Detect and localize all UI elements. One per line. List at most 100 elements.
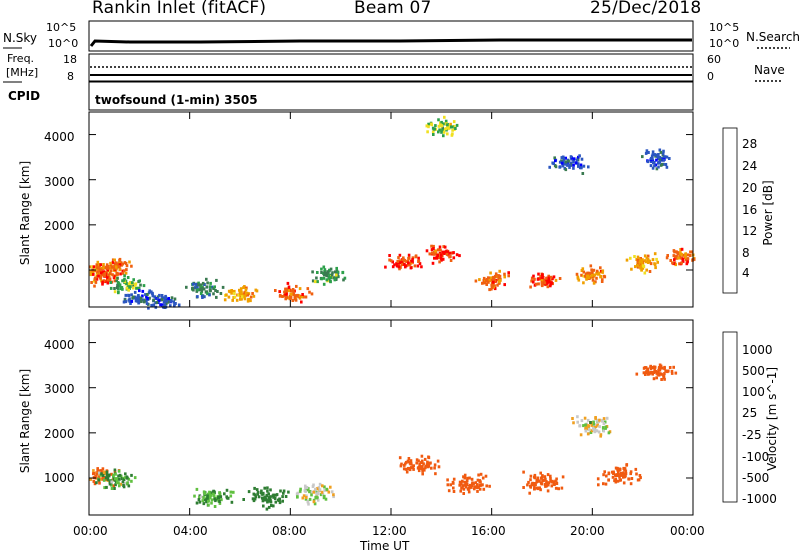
power-cell bbox=[492, 283, 495, 287]
nave-label: Nave bbox=[754, 63, 785, 77]
velocity-cell bbox=[670, 369, 674, 373]
power-cell bbox=[441, 122, 445, 126]
velocity-cell bbox=[604, 482, 608, 486]
velocity-cell bbox=[312, 500, 316, 504]
power-cell bbox=[486, 276, 490, 280]
power-cell bbox=[202, 287, 206, 291]
velocity-cell bbox=[220, 498, 223, 502]
power-cell bbox=[164, 294, 167, 298]
velocity-cell bbox=[547, 483, 550, 487]
power-cell bbox=[170, 296, 174, 300]
power-cell bbox=[645, 256, 649, 260]
power-cell bbox=[108, 274, 111, 278]
velocity-cell bbox=[208, 490, 211, 494]
velocity-cell bbox=[522, 486, 525, 489]
power-cell bbox=[403, 258, 407, 262]
power-cell bbox=[243, 295, 246, 299]
power-cell bbox=[165, 298, 169, 301]
power-cell bbox=[567, 159, 570, 163]
velocity-cell bbox=[584, 429, 588, 433]
velocity-cell bbox=[614, 477, 617, 481]
power-cell bbox=[90, 281, 93, 284]
power-cell bbox=[643, 254, 647, 258]
power-cell bbox=[140, 300, 143, 303]
velocity-cell bbox=[623, 467, 627, 471]
power-cell bbox=[452, 120, 456, 124]
velocity-cell bbox=[470, 484, 474, 487]
velocity-cell bbox=[427, 456, 431, 460]
power-cell bbox=[203, 295, 206, 299]
velocity-cell bbox=[98, 471, 101, 475]
velocity-cell bbox=[198, 500, 202, 504]
power-cell bbox=[113, 275, 117, 279]
power-cell bbox=[316, 280, 319, 284]
power-cell bbox=[311, 279, 315, 283]
power-cell bbox=[97, 263, 101, 267]
power-cell bbox=[316, 271, 319, 274]
velocity-cell bbox=[458, 483, 461, 487]
velocity-cell bbox=[468, 484, 471, 488]
power-cell bbox=[173, 297, 177, 301]
power-cell bbox=[680, 261, 683, 265]
power-cell bbox=[442, 245, 445, 249]
power-cell bbox=[644, 151, 648, 155]
power-cell bbox=[206, 292, 209, 296]
power-cell bbox=[481, 281, 484, 285]
power-cell bbox=[327, 278, 331, 282]
power-cell bbox=[431, 126, 435, 130]
velocity-cell bbox=[256, 490, 260, 494]
velocity-cell bbox=[316, 498, 320, 502]
velocity-cell bbox=[104, 476, 108, 480]
velocity-ytick-2000: 2000 bbox=[44, 427, 75, 441]
velocity-cell bbox=[436, 459, 440, 463]
velocity-cell bbox=[270, 504, 273, 507]
power-cell bbox=[132, 295, 135, 299]
x-axis-label: Time UT bbox=[360, 539, 410, 553]
power-cell bbox=[641, 155, 644, 159]
power-cell bbox=[106, 278, 109, 282]
velocity-cell bbox=[100, 469, 103, 473]
velocity-cell bbox=[118, 484, 121, 488]
power-cell bbox=[587, 276, 590, 280]
power-cell bbox=[284, 287, 287, 291]
power-cell bbox=[439, 123, 442, 127]
power-cell bbox=[158, 293, 161, 297]
velocity-cell bbox=[312, 490, 316, 494]
power-cell bbox=[660, 163, 664, 166]
power-cell bbox=[130, 281, 134, 285]
freq-label-line2: [MHz] bbox=[6, 66, 39, 79]
power-cell bbox=[106, 276, 109, 280]
power-cell bbox=[678, 255, 682, 259]
velocity-cell bbox=[254, 495, 258, 499]
velocity-cell bbox=[638, 474, 642, 477]
power-cell bbox=[664, 155, 667, 159]
power-cell bbox=[105, 263, 109, 267]
power-cell bbox=[441, 250, 444, 254]
velocity-cell bbox=[223, 492, 226, 496]
power-cell bbox=[95, 263, 99, 267]
vel-cbar-tick-m1000: -1000 bbox=[742, 492, 777, 506]
power-cell bbox=[546, 285, 550, 289]
power-cell bbox=[328, 273, 331, 277]
velocity-cell bbox=[479, 483, 483, 487]
power-cell bbox=[109, 286, 113, 290]
velocity-cell bbox=[541, 474, 544, 478]
power-cell bbox=[690, 250, 694, 254]
power-cell bbox=[216, 290, 219, 293]
power-cell bbox=[291, 288, 295, 291]
power-cell bbox=[116, 272, 119, 276]
velocity-cell bbox=[607, 472, 611, 476]
velocity-cell bbox=[605, 474, 608, 478]
power-cell bbox=[530, 276, 534, 280]
nsky-tick-top: 10^5 bbox=[46, 21, 77, 34]
velocity-cell bbox=[659, 366, 662, 370]
power-cell bbox=[116, 281, 120, 285]
velocity-cell bbox=[89, 477, 93, 481]
power-cell bbox=[484, 279, 488, 283]
power-cell bbox=[590, 268, 593, 272]
power-cell bbox=[561, 164, 565, 168]
velocity-cell bbox=[587, 424, 591, 428]
power-cell bbox=[692, 257, 696, 261]
velocity-cell bbox=[467, 487, 470, 491]
velocity-cell bbox=[230, 500, 234, 504]
